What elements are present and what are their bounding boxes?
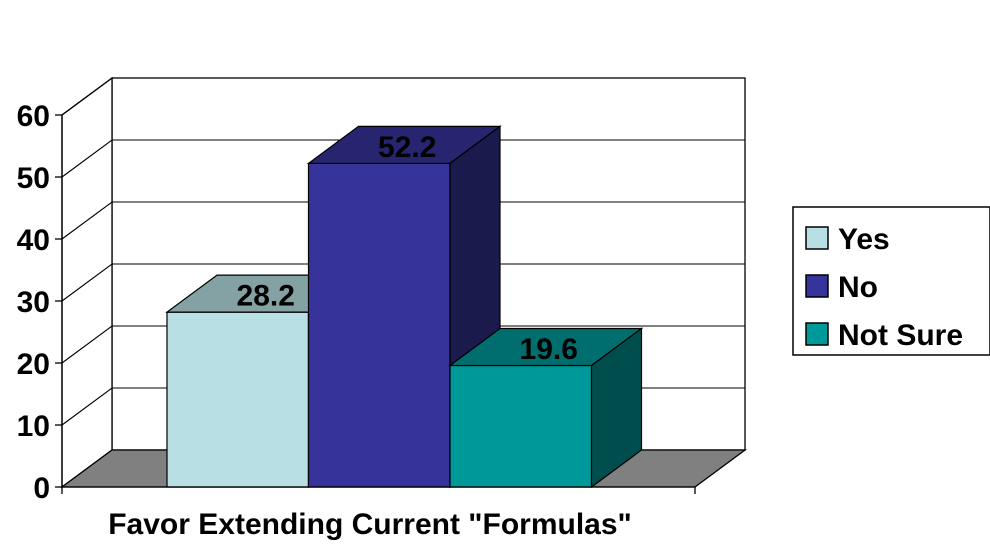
y-tick-label: 40 [17, 224, 50, 257]
legend-label: Not Sure [838, 319, 963, 352]
data-label: 52.2 [378, 131, 436, 164]
legend-swatch [805, 274, 829, 298]
gridline [61, 77, 745, 116]
gridline [61, 139, 745, 178]
y-axis: 0 10 20 30 40 50 60 [17, 100, 696, 505]
gridlines [61, 77, 745, 426]
gridline [61, 201, 745, 240]
y-tick-label: 30 [17, 286, 50, 319]
legend: Yes No Not Sure [792, 206, 990, 356]
bar-front [307, 162, 451, 488]
gridline [61, 263, 745, 302]
legend-label: No [838, 271, 878, 304]
x-axis-label: Favor Extending Current "Formulas" [108, 508, 632, 541]
y-tick-label: 60 [17, 100, 50, 133]
data-labels: 28.2 52.2 19.6 [237, 131, 578, 366]
bar-not-sure [448, 327, 644, 489]
legend-label: Yes [838, 223, 890, 256]
bars [165, 125, 644, 489]
y-tick-label: 0 [33, 472, 50, 505]
legend-swatch [805, 322, 829, 346]
bar-side [590, 327, 643, 489]
data-label: 28.2 [237, 280, 295, 313]
y-tick-label: 50 [17, 162, 50, 195]
bar-front [166, 311, 310, 488]
data-label: 19.6 [520, 333, 578, 366]
bar-front [449, 364, 593, 488]
legend-swatch [805, 226, 829, 250]
y-tick-label: 10 [17, 410, 50, 443]
y-tick-label: 20 [17, 348, 50, 381]
gridline [61, 325, 745, 364]
